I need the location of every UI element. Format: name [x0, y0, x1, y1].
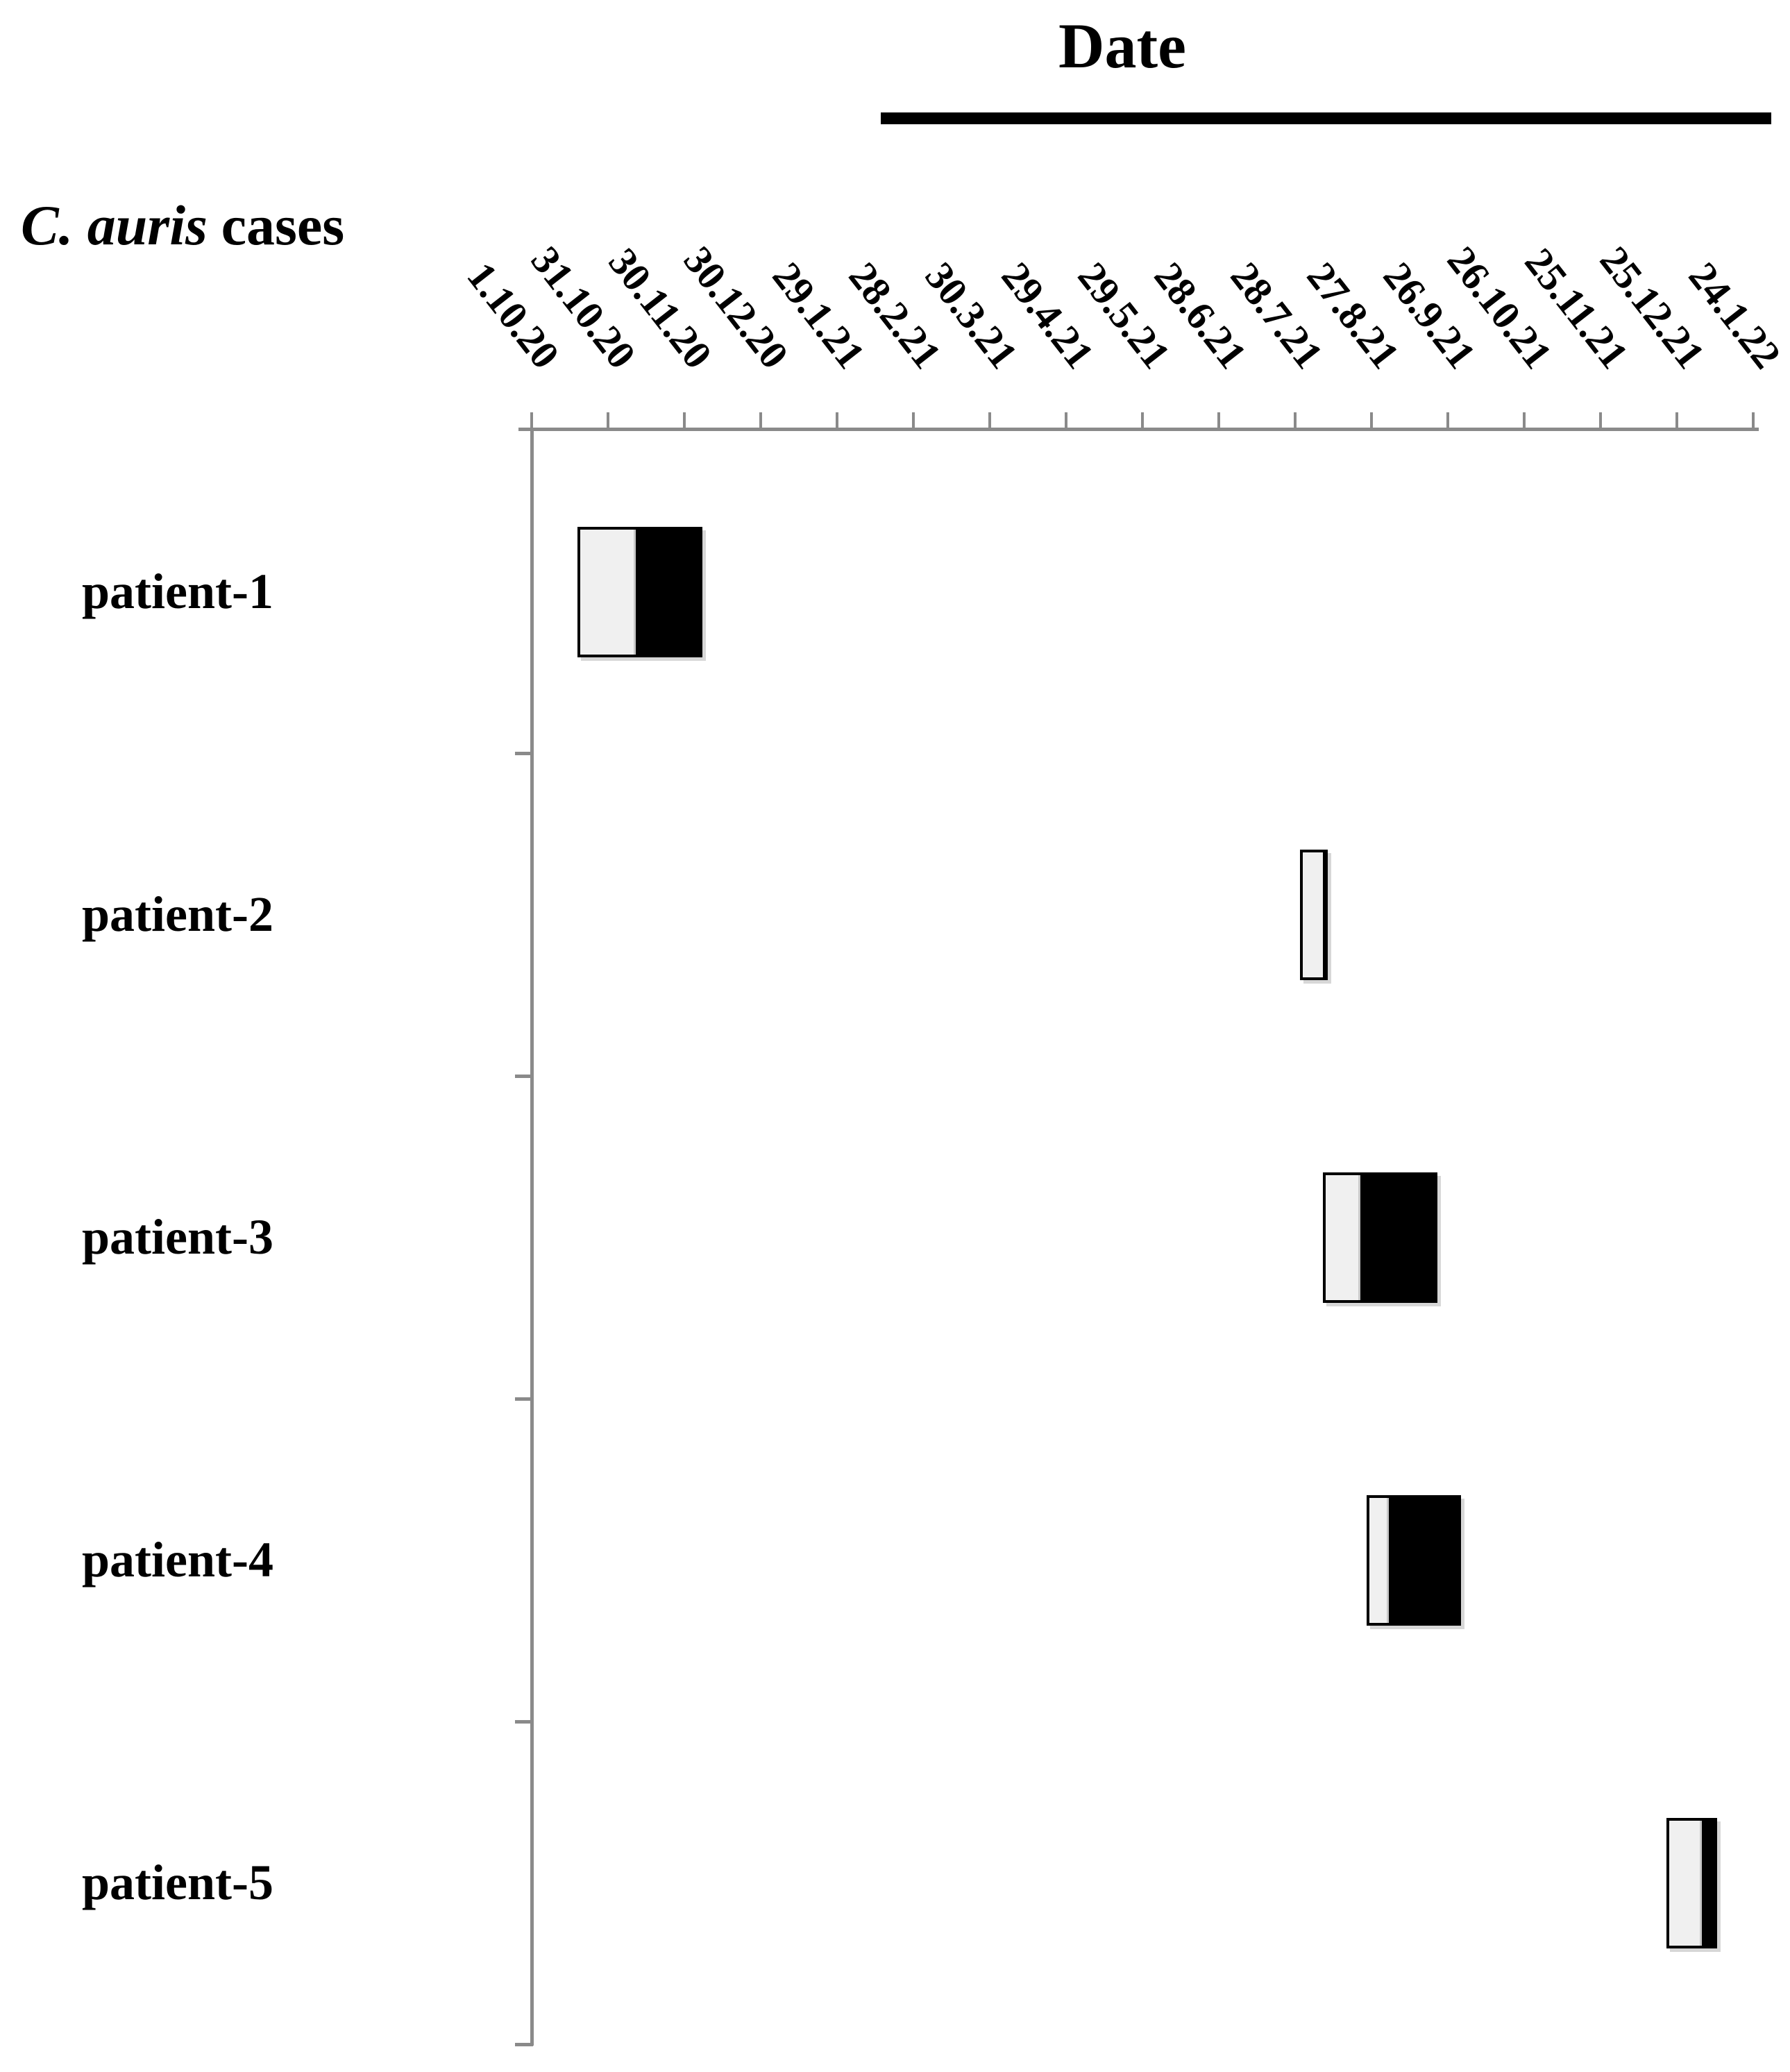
x-axis-tick [1599, 412, 1602, 430]
y-axis-title: C. auris cases [21, 193, 344, 258]
x-axis-tick [1370, 412, 1373, 430]
x-axis-tick [1141, 412, 1144, 430]
patient-bar [1323, 1172, 1437, 1303]
patient-bar [577, 527, 702, 657]
x-axis-tick [988, 412, 991, 430]
x-axis-tick [1446, 412, 1449, 430]
y-axis-title-rest: cases [221, 194, 345, 257]
y-axis-line [530, 428, 534, 2046]
y-axis-title-species: C. auris [21, 194, 208, 257]
x-axis-tick [683, 412, 686, 430]
y-axis-row-divider-tick [515, 752, 533, 755]
bar-black-segment [1700, 1821, 1714, 1946]
bar-black-segment [1358, 1175, 1435, 1300]
x-axis-tick [530, 412, 533, 430]
x-axis-tick [836, 412, 838, 430]
x-axis-tick [1217, 412, 1220, 430]
x-axis-tick [912, 412, 915, 430]
x-axis-tick [1523, 412, 1526, 430]
y-axis-row-divider-tick [515, 1720, 533, 1724]
patient-row-label: patient-4 [82, 1532, 273, 1587]
patient-row-label: patient-3 [82, 1209, 273, 1265]
x-axis-tick [1065, 412, 1067, 430]
x-axis-tick [759, 412, 762, 430]
patient-row-label: patient-5 [82, 1855, 273, 1910]
bar-black-segment [1387, 1498, 1458, 1623]
y-axis-row-divider-tick [515, 1397, 533, 1401]
patient-row-label: patient-2 [82, 886, 273, 942]
patient-bar [1367, 1495, 1461, 1626]
x-axis-tick [1294, 412, 1297, 430]
bar-black-segment [1323, 852, 1325, 977]
x-axis-tick [1675, 412, 1678, 430]
x-axis-title-underline [881, 112, 1771, 124]
patient-bar [1666, 1818, 1717, 1948]
patient-row-label: patient-1 [82, 564, 273, 619]
x-axis-tick [607, 412, 609, 430]
patient-bar [1300, 850, 1328, 980]
x-axis-title: Date [1058, 10, 1186, 81]
x-axis-line [518, 428, 1759, 431]
x-axis-tick [1752, 412, 1755, 430]
y-axis-row-divider-tick [515, 1075, 533, 1078]
bar-black-segment [634, 530, 700, 655]
y-axis-row-divider-tick [515, 2043, 533, 2046]
